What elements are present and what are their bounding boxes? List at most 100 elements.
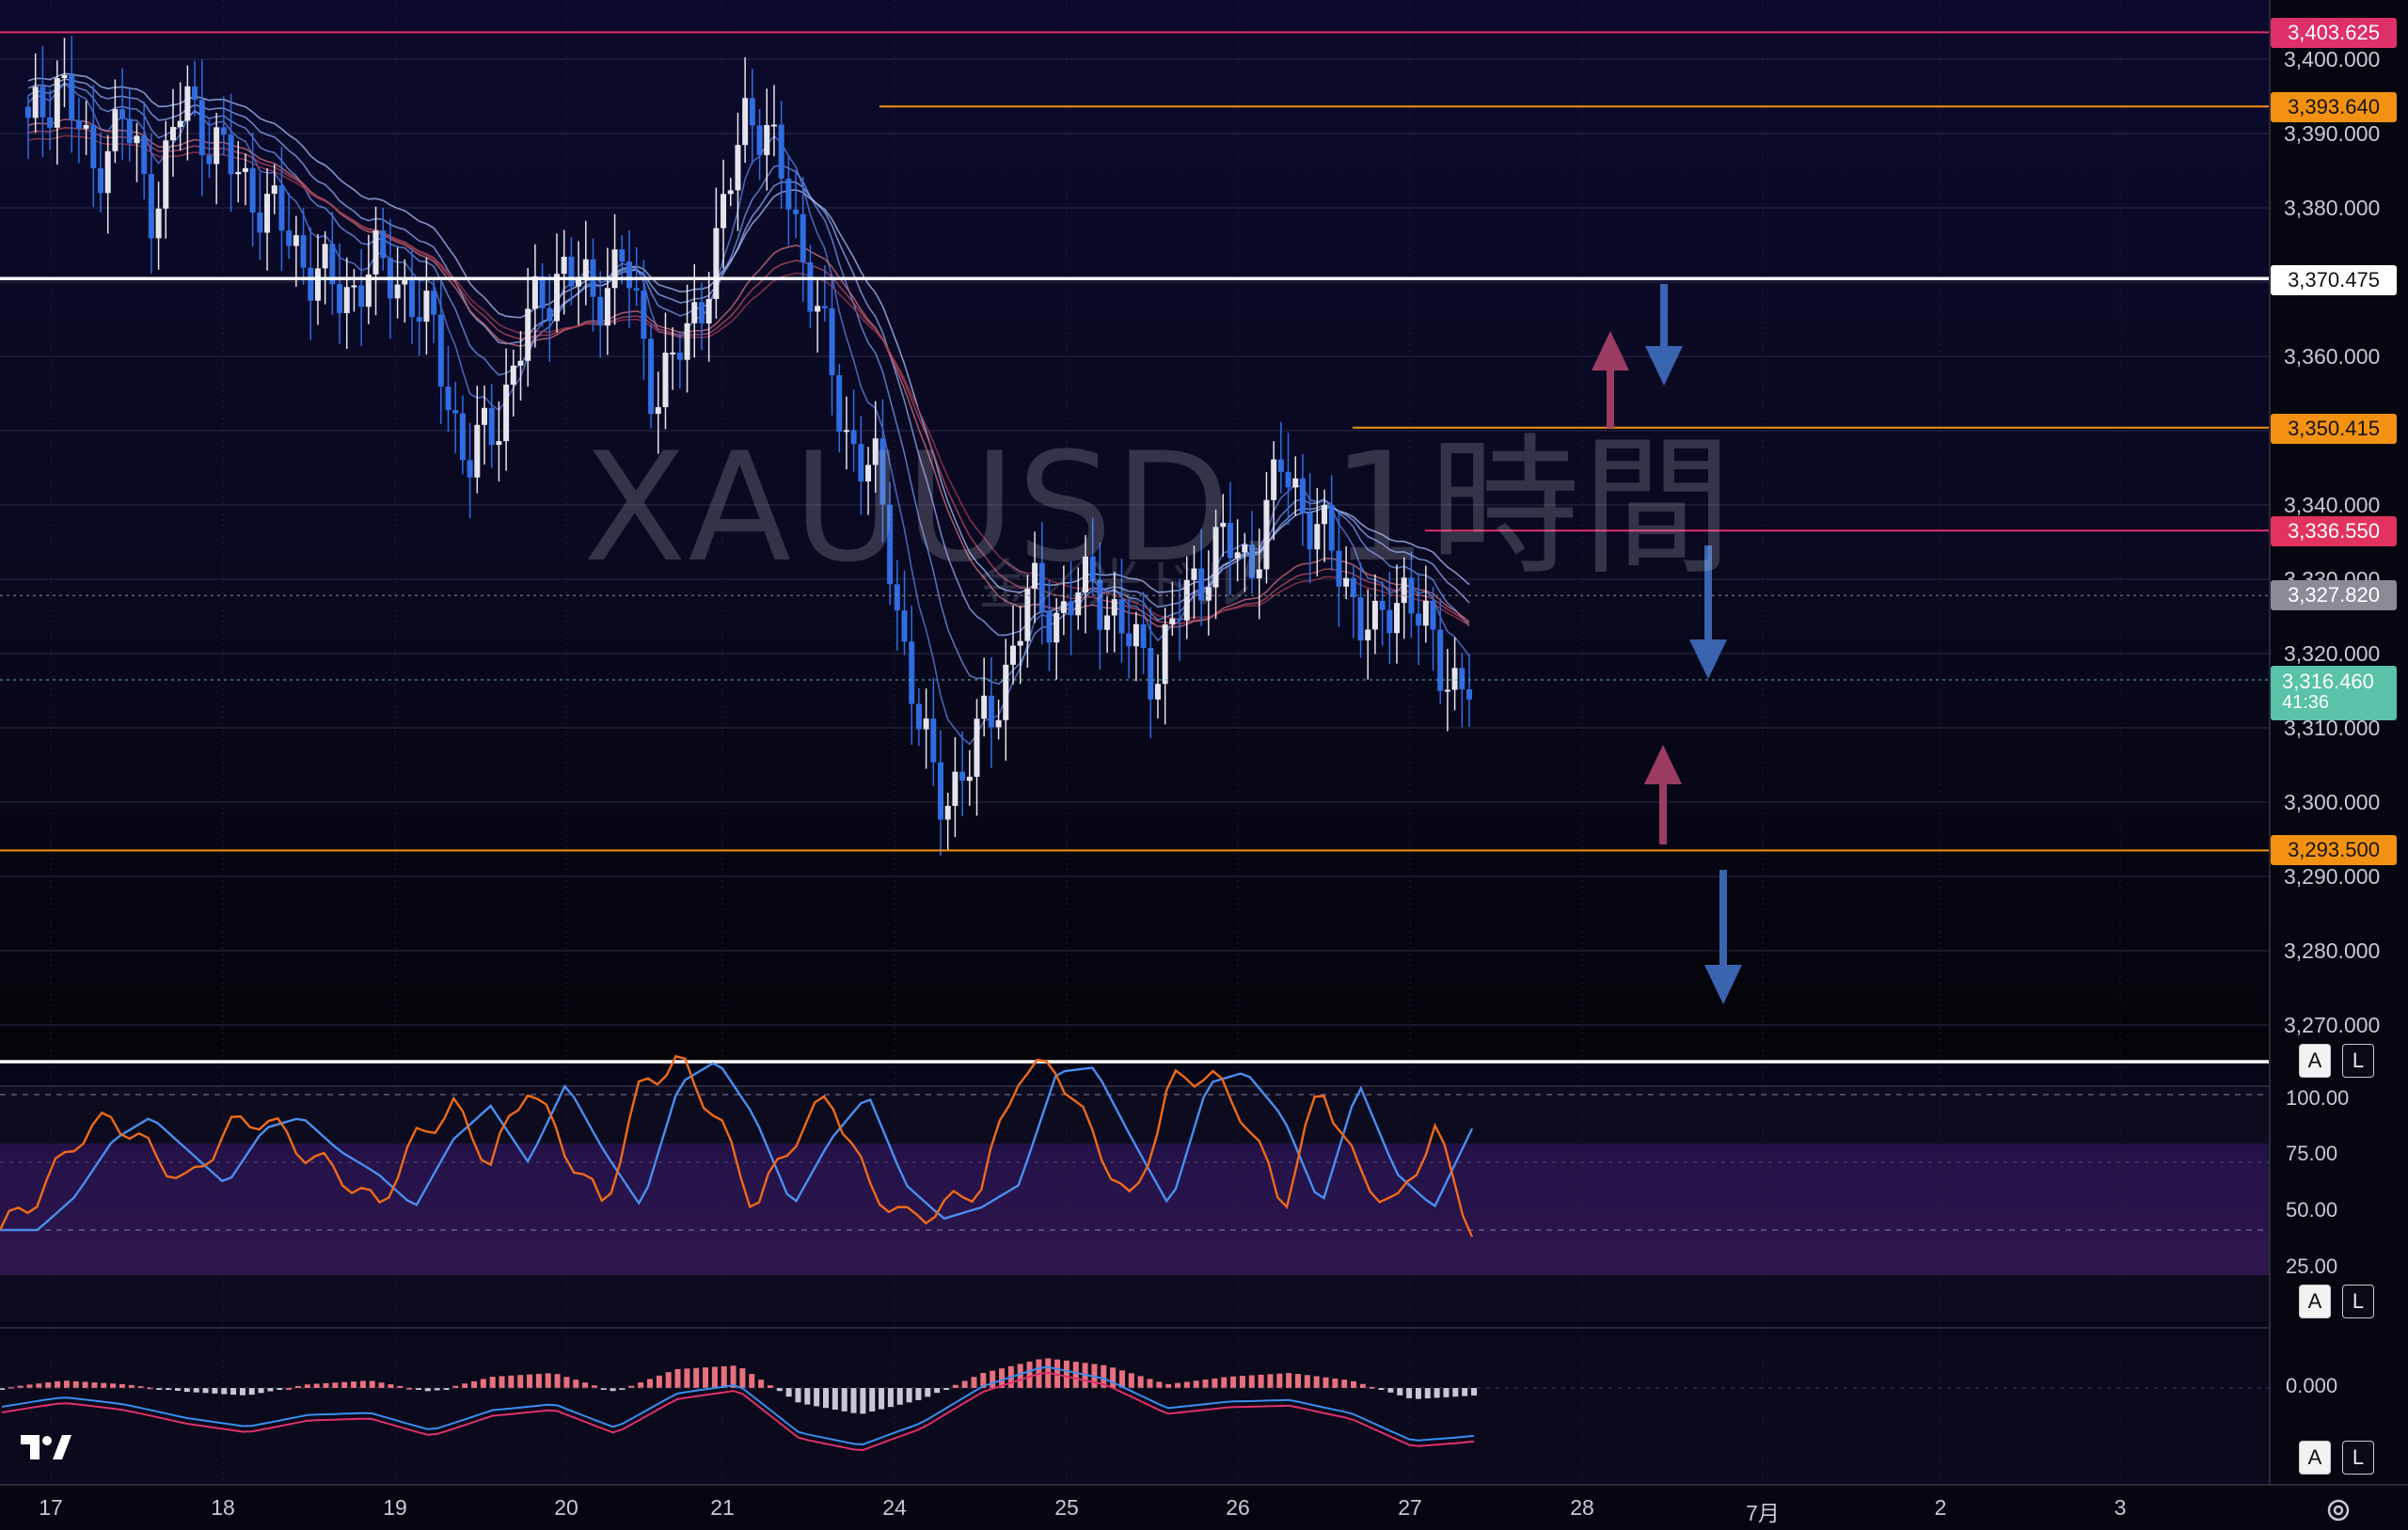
candle-body (380, 230, 387, 259)
candle-body (684, 323, 690, 360)
stoch-tick: 100.00 (2286, 1086, 2350, 1110)
macd-histogram-bar (961, 1380, 968, 1388)
candle-body (1198, 568, 1205, 601)
time-label: 21 (710, 1495, 735, 1520)
candle-body (134, 135, 140, 144)
candle-body (1046, 611, 1053, 643)
candle-body (1416, 613, 1422, 626)
macd-histogram-bar (1175, 1382, 1181, 1388)
macd-histogram-bar (1304, 1375, 1310, 1388)
macd-histogram-bar (351, 1381, 357, 1388)
up-arrow-icon (1644, 745, 1682, 844)
candle-body (1444, 689, 1450, 692)
macd-histogram-bar (990, 1370, 996, 1388)
horizontal-levels[interactable] (0, 31, 2269, 1064)
current-price-tag[interactable]: 3,316.460 41:36 (2271, 666, 2397, 720)
candle-body (1003, 664, 1009, 720)
settings-gear-icon[interactable] (2323, 1495, 2353, 1525)
macd-histogram-bar (1230, 1376, 1237, 1388)
candle-body (1466, 689, 1472, 700)
time-axis[interactable] (0, 1484, 2408, 1530)
time-label: 17 (39, 1495, 63, 1520)
candle-body (517, 360, 524, 366)
stoch-d-line (0, 1062, 1474, 1232)
candle-body (648, 339, 655, 415)
candle-body (879, 438, 886, 505)
macd-histogram-bar (767, 1385, 773, 1388)
macd-histogram-bar (684, 1368, 690, 1388)
price-axis[interactable] (2269, 0, 2408, 1484)
candle-body (1183, 579, 1190, 621)
candle-body (821, 306, 828, 308)
auto-scale-button[interactable]: A (2299, 1441, 2331, 1475)
tradingview-logo[interactable] (19, 1431, 71, 1461)
price-tick: 3,290.000 (2284, 864, 2381, 889)
candle-body (705, 298, 712, 324)
auto-scale-button[interactable]: A (2299, 1044, 2331, 1078)
chart-canvas[interactable] (0, 0, 2269, 1484)
candle-body (553, 274, 560, 322)
macd-histogram-bar (739, 1368, 746, 1388)
candle-body (1038, 562, 1045, 612)
macd-histogram-bar (1323, 1377, 1329, 1388)
candle-body (698, 302, 705, 324)
macd-histogram-bar (480, 1379, 486, 1388)
macd-histogram-bar (1471, 1388, 1477, 1396)
candle-body (155, 208, 162, 239)
forecast-arrows[interactable] (1592, 284, 1742, 1004)
price-tag-white[interactable]: 3,370.475 (2271, 265, 2397, 295)
macd-histogram-bar (527, 1374, 533, 1388)
macd-histogram-bar (804, 1388, 811, 1405)
candle-body (735, 145, 741, 191)
macd-histogram-bar (406, 1387, 413, 1390)
candle-body (112, 109, 119, 151)
time-label: 18 (211, 1495, 235, 1520)
macd-histogram-bar (267, 1388, 274, 1392)
arrow-shaft (1607, 371, 1614, 428)
log-scale-button[interactable]: L (2342, 1441, 2374, 1475)
arrow-head (1689, 639, 1727, 679)
bar-countdown: 41:36 (2282, 692, 2330, 713)
candle-body (104, 150, 111, 194)
macd-histogram-bar (943, 1388, 949, 1390)
macd-histogram-bar (535, 1373, 542, 1388)
time-label: 25 (1054, 1495, 1079, 1520)
candle-body (1024, 589, 1031, 641)
candle-body (402, 276, 408, 285)
price-tag-red[interactable]: 3,336.550 (2271, 516, 2397, 546)
candle-body (90, 124, 97, 169)
candle-body (1097, 579, 1103, 630)
candle-body (1169, 618, 1176, 624)
macd-histogram-bar (388, 1384, 394, 1388)
candle-body (1307, 513, 1313, 550)
macd-histogram-bar (1424, 1388, 1431, 1399)
stochastic-panel (0, 1054, 2269, 1238)
macd-histogram-bar (1387, 1388, 1394, 1393)
price-tag-orange[interactable]: 3,293.500 (2271, 835, 2397, 865)
candle-body (1140, 623, 1147, 649)
candle-body (97, 168, 103, 194)
candle-body (676, 352, 683, 360)
macd-histogram-bar (332, 1382, 339, 1388)
candle-body (807, 261, 814, 312)
candle-body (1256, 569, 1262, 578)
log-scale-button[interactable]: L (2342, 1285, 2374, 1318)
down-arrow-icon (1645, 284, 1683, 386)
candle-body (1271, 459, 1277, 500)
candle-body (1394, 603, 1401, 634)
auto-scale-button[interactable]: A (2299, 1285, 2331, 1318)
price-tag-pink[interactable]: 3,403.625 (2271, 18, 2397, 48)
macd-histogram-bar (693, 1367, 700, 1388)
macd-tick: 0.000 (2286, 1374, 2338, 1397)
candle-body (626, 261, 632, 289)
candle-body (452, 410, 459, 414)
price-tag-orange[interactable]: 3,393.640 (2271, 92, 2397, 122)
candle-body (25, 106, 31, 118)
log-scale-button[interactable]: L (2342, 1044, 2374, 1078)
price-tag-grey[interactable]: 3,327.820 (2271, 580, 2397, 610)
macd-histogram-bar (554, 1374, 561, 1388)
candle-body (32, 87, 39, 118)
macd-histogram-bar (1147, 1379, 1153, 1388)
candle-body (1126, 633, 1133, 647)
price-tag-orange[interactable]: 3,350.415 (2271, 414, 2397, 444)
